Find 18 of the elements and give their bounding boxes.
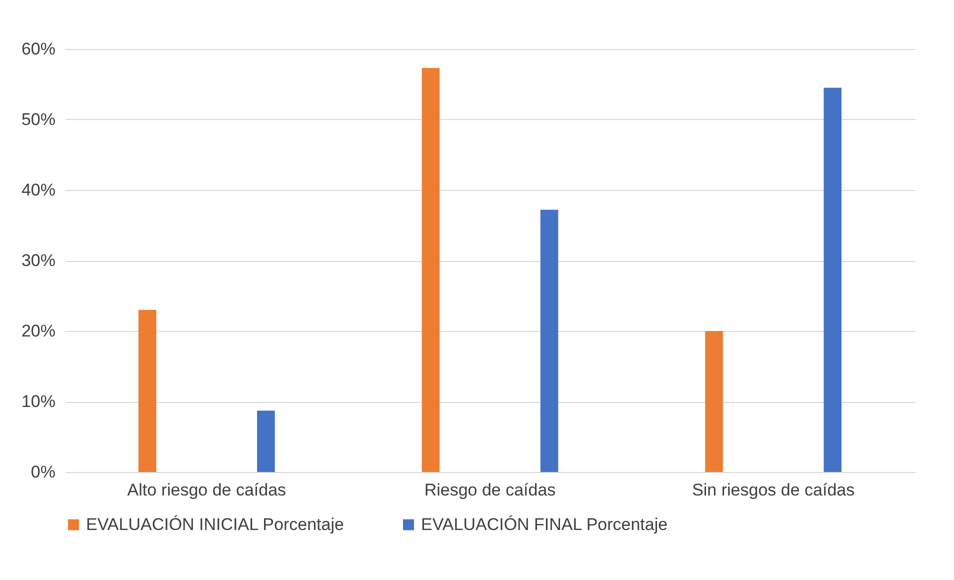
- y-tick-label: 20%: [21, 322, 56, 340]
- bar: [422, 68, 440, 472]
- x-tick-label: Riesgo de caídas: [424, 480, 556, 500]
- bar: [257, 410, 275, 472]
- y-tick-label: 40%: [21, 180, 56, 200]
- bar: [705, 331, 723, 472]
- bar: [138, 310, 156, 472]
- legend-label: EVALUACIÓN INICIAL Porcentaje: [86, 514, 344, 534]
- y-tick-label: 0%: [30, 462, 56, 482]
- bar: [540, 210, 558, 472]
- x-tick-label: Alto riesgo de caídas: [127, 480, 286, 500]
- bar: [824, 88, 842, 472]
- y-tick-label: 10%: [21, 392, 56, 411]
- x-tick-label: Sin riesgos de caídas: [692, 480, 855, 500]
- y-tick-label: 60%: [21, 40, 56, 58]
- legend-label: EVALUACIÓN FINAL Porcentaje: [421, 514, 668, 534]
- y-tick-label: 30%: [21, 251, 56, 270]
- y-tick-label: 50%: [21, 110, 56, 129]
